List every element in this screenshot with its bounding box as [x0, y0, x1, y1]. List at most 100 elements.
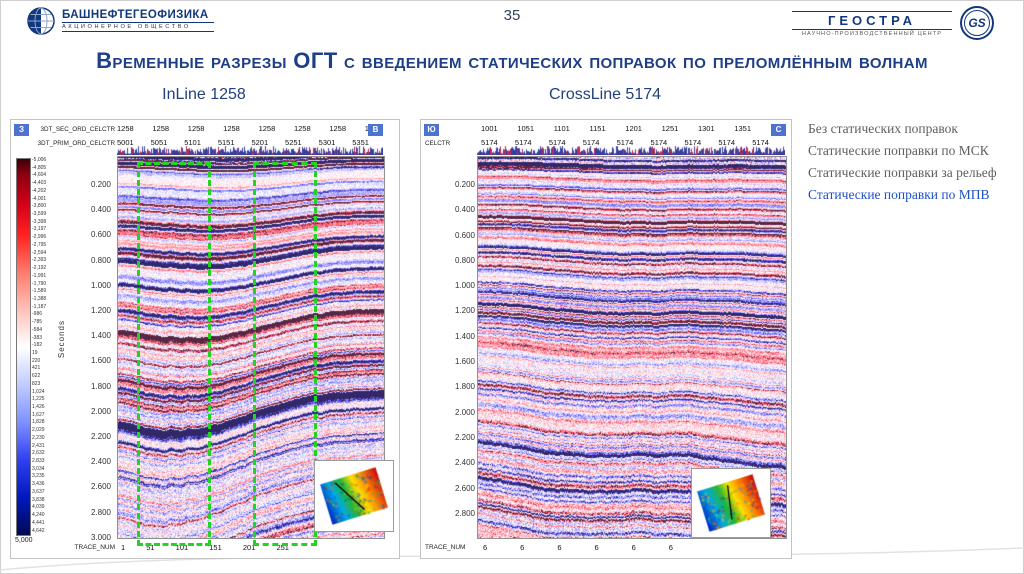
- colorbar-tick: 220: [32, 357, 41, 364]
- header-row2-label: CELCTR: [425, 140, 451, 147]
- relief-map-thumbnail: [317, 463, 391, 529]
- trace-num-value: 6: [557, 543, 562, 552]
- colorbar-tick: -383: [32, 334, 43, 341]
- slide-title: Временные разрезы ОГТ с введением статич…: [96, 48, 928, 73]
- trace-num-value: 151: [209, 543, 222, 552]
- time-tick: 2.600: [454, 483, 475, 493]
- geostra-subtitle: НАУЧНО-ПРОИЗВОДСТВЕННЫЙ ЦЕНТР: [801, 30, 943, 37]
- trace-num-label: TRACE_NUM: [425, 544, 466, 551]
- colorbar-tick: 2,431: [32, 442, 45, 449]
- legend-item: Статические поправки за рельеф: [808, 165, 997, 180]
- divider: [62, 31, 214, 32]
- header-value: 5301: [318, 138, 336, 147]
- header-value: 1201: [625, 124, 642, 133]
- header-value: 1301: [697, 124, 715, 133]
- header-row1-values: 1001 1051 1101 1151 1201 1251 1301 1351: [481, 124, 751, 133]
- company-name: БАШНЕФТЕГЕОФИЗИКА: [62, 9, 209, 21]
- trace-header-wiggle: [477, 146, 785, 155]
- colorbar-tick: 3,637: [32, 488, 45, 495]
- highlight-box: [253, 162, 317, 546]
- divider: [792, 10, 952, 12]
- time-axis-title: Seconds: [57, 320, 66, 359]
- trace-num-value: 6: [520, 543, 525, 552]
- colorbar-tick: -4,001: [32, 195, 47, 202]
- colorbar-bottom-label: 5,000: [15, 537, 33, 544]
- header-value: 5174: [718, 138, 736, 147]
- amplitude-colorbar: [16, 158, 31, 536]
- colorbar-tick: -5,006: [32, 157, 47, 163]
- time-tick: 2.200: [454, 432, 475, 442]
- header-value: 5351: [352, 138, 369, 147]
- time-tick: 1.000: [454, 281, 475, 291]
- time-tick: 2.400: [454, 458, 475, 468]
- legend: Без статических поправок Статические попр…: [808, 121, 997, 203]
- colorbar-tick: 823: [32, 380, 41, 387]
- time-tick: 2.000: [90, 406, 111, 416]
- header-value: 1258: [258, 124, 276, 133]
- time-tick: 0.200: [90, 180, 111, 189]
- time-tick: 2.800: [454, 508, 475, 518]
- time-tick: 1.800: [90, 381, 111, 391]
- compass-west-badge: З: [14, 124, 29, 136]
- header-value: 1151: [589, 124, 606, 133]
- header-value: 5174: [650, 138, 668, 147]
- colorbar-tick: -3,800: [32, 203, 47, 210]
- header-value: 5174: [616, 138, 634, 147]
- trace-num-value: 51: [146, 543, 155, 552]
- header-value: 1258: [329, 124, 347, 133]
- colorbar-tick: -986: [32, 311, 43, 318]
- compass-east-badge: В: [368, 124, 383, 136]
- time-tick: 0.400: [454, 205, 475, 215]
- colorbar-tick-labels: -5,006 -4,805 -4,604 -4,403 -4,202 -4,001 -3,8…: [32, 158, 46, 534]
- header-value: 5001: [117, 138, 134, 147]
- header-value: 5151: [217, 138, 235, 147]
- page-number: 35: [503, 7, 521, 24]
- colorbar-tick: 1,426: [32, 404, 45, 410]
- trace-num-value: 6: [483, 543, 488, 552]
- colorbar-tick: -2,594: [32, 249, 47, 256]
- colorbar-tick: -4,805: [32, 164, 47, 171]
- trace-num-value: 101: [175, 543, 189, 552]
- header-value: 5174: [684, 138, 702, 147]
- colorbar-tick: -3,398: [32, 218, 47, 225]
- colorbar-tick: -1,187: [32, 303, 47, 310]
- time-tick: 1.400: [454, 331, 475, 341]
- colorbar-tick: 3,235: [32, 473, 45, 480]
- legend-item: Без статических поправок: [808, 121, 958, 136]
- colorbar-tick: -4,202: [32, 187, 47, 194]
- trace-num-values: 6 6 6 6 6 6: [483, 543, 673, 552]
- header-value: 5101: [184, 138, 201, 147]
- legend-item: Статические поправки по МПВ: [808, 187, 990, 202]
- colorbar-tick: -2,996: [32, 234, 47, 241]
- colorbar-tick: 2,833: [32, 458, 45, 465]
- time-tick: 3.000: [90, 532, 111, 542]
- colorbar-tick: -4,403: [32, 180, 47, 187]
- colorbar-tick: -2,192: [32, 265, 47, 272]
- header-value: 5174: [582, 138, 600, 147]
- colorbar-tick: 19: [32, 349, 38, 356]
- header-value: 1258: [293, 124, 311, 133]
- time-tick: 2.200: [90, 432, 111, 442]
- header-value: 1258: [223, 124, 240, 133]
- trace-num-label: TRACE_NUM: [74, 544, 115, 551]
- crossline-label: CrossLine 5174: [548, 86, 662, 103]
- header-row1-values: 1258 1258 1258 1258 1258 1258 1258 1: [117, 124, 369, 133]
- company-subtitle: АКЦИОНЕРНОЕ ОБЩЕСТВО: [62, 24, 191, 30]
- relief-map-thumbnail: [694, 471, 768, 535]
- divider: [792, 28, 952, 30]
- trace-num-value: 6: [594, 543, 599, 552]
- colorbar-tick: -182: [32, 342, 43, 349]
- map-inset: [314, 460, 394, 532]
- time-tick: 0.600: [454, 230, 475, 240]
- header-value: 1101: [553, 124, 570, 133]
- time-tick: 0.400: [90, 205, 111, 215]
- colorbar-tick: -785: [32, 319, 43, 326]
- time-tick: 1.400: [90, 331, 111, 341]
- time-tick: 2.400: [90, 457, 111, 467]
- header-value: 5174: [514, 138, 532, 147]
- time-tick: 1.000: [90, 280, 111, 290]
- crossline-section-panel: Ю 1001 1051 1101 1151 1201 1251 1301 1351 С CEL…: [420, 119, 792, 559]
- header-row2-values: 5174 5174 5174 5174 5174 5174 5174 5174 5174: [481, 138, 769, 147]
- time-tick-labels: 0.200 0.400 0.600 0.800 1.000 1.200 1.400 1.600…: [433, 181, 475, 518]
- company-logo: БАШНЕФТЕГЕОФИЗИКА АКЦИОНЕРНОЕ ОБЩЕСТВО: [26, 6, 214, 36]
